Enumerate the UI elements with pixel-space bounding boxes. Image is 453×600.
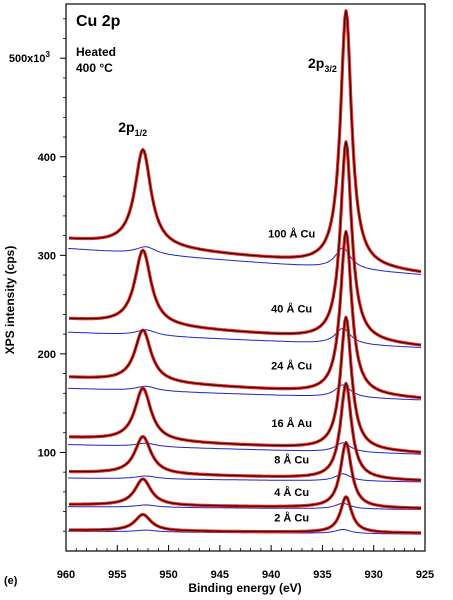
series-label-4: 8 Å Cu: [274, 453, 309, 466]
fit-line-0: [69, 10, 421, 272]
series-label-5: 4 Å Cu: [274, 486, 309, 499]
background-line-5: [68, 502, 421, 510]
y-tick-label-300: 300: [38, 250, 56, 262]
y-tick-text: 400: [38, 152, 56, 164]
y-tick-text: 200: [38, 349, 56, 361]
label-layer: Cu 2p Heated 400 °C (e) Binding energy (…: [3, 13, 337, 595]
y-tick-text: 300: [38, 250, 56, 262]
series-5: [68, 440, 422, 510]
y-axis-label: XPS intensity (cps): [3, 246, 17, 355]
series-label-6: 2 Å Cu: [274, 511, 309, 524]
series-label-2: 24 Å Cu: [271, 360, 312, 373]
x-tick-label-925: 925: [416, 569, 434, 581]
series-4: [68, 381, 422, 483]
background-line-0: [68, 246, 421, 275]
axis-layer: 960 955 950 945 940 935 930 925 100 200 300 400 500x…: [9, 18, 434, 581]
x-tick-label-945: 945: [211, 569, 229, 581]
series-label-3: 16 Å Au: [271, 417, 312, 430]
y-tick-exponent: 3: [46, 50, 51, 59]
y-tick-text: 500x10: [9, 53, 46, 65]
panel-label: (e): [4, 575, 18, 587]
peak-label-main: 2p: [308, 55, 324, 71]
data-points-1: [68, 140, 422, 347]
plot-border: [65, 3, 426, 552]
chart-title: Cu 2p: [76, 13, 121, 30]
peak-label-subscript: 3/2: [324, 64, 337, 74]
background-line-4: [68, 473, 421, 483]
data-points-2: [68, 230, 422, 400]
x-tick-label-930: 930: [365, 569, 383, 581]
peak-label-main: 2p: [118, 119, 134, 135]
y-tick-label-400: 400: [38, 152, 56, 164]
peak-label-0: 2p1/2: [118, 119, 147, 138]
fit-line-5: [69, 441, 421, 509]
x-tick-label-960: 960: [57, 569, 75, 581]
background-line-1: [68, 327, 421, 349]
peak-label-1: 2p3/2: [308, 55, 337, 74]
y-tick-label-100: 100: [38, 447, 56, 459]
x-tick-label-935: 935: [313, 569, 331, 581]
condition-line-1: Heated: [76, 45, 116, 59]
fit-line-1: [69, 141, 421, 346]
series-layer: [68, 9, 422, 535]
x-tick-label-955: 955: [108, 569, 126, 581]
data-points-3: [68, 315, 422, 454]
fit-line-4: [69, 382, 421, 481]
condition-line-2: 400 °C: [76, 61, 113, 75]
series-label-1: 40 Å Cu: [271, 302, 312, 315]
data-points-0: [68, 9, 422, 274]
series-0: [68, 9, 422, 275]
series-6: [68, 495, 422, 535]
peak-label-subscript: 1/2: [135, 128, 148, 138]
series-3: [68, 315, 422, 455]
fit-line-2: [69, 229, 421, 399]
y-tick-label-200: 200: [38, 349, 56, 361]
x-tick-label-950: 950: [159, 569, 177, 581]
y-tick-label-500x10: 500x103: [9, 50, 51, 65]
series-label-0: 100 Å Cu: [268, 228, 315, 241]
fit-line-3: [69, 315, 421, 453]
plot-frame: [65, 3, 426, 552]
x-tick-label-940: 940: [262, 569, 280, 581]
background-line-2: [68, 384, 421, 401]
fit-line-6: [69, 496, 421, 534]
series-1: [68, 140, 422, 349]
x-axis-label: Binding energy (eV): [188, 581, 301, 595]
y-tick-text: 100: [38, 447, 56, 459]
series-2: [68, 229, 422, 401]
background-line-3: [68, 442, 421, 455]
